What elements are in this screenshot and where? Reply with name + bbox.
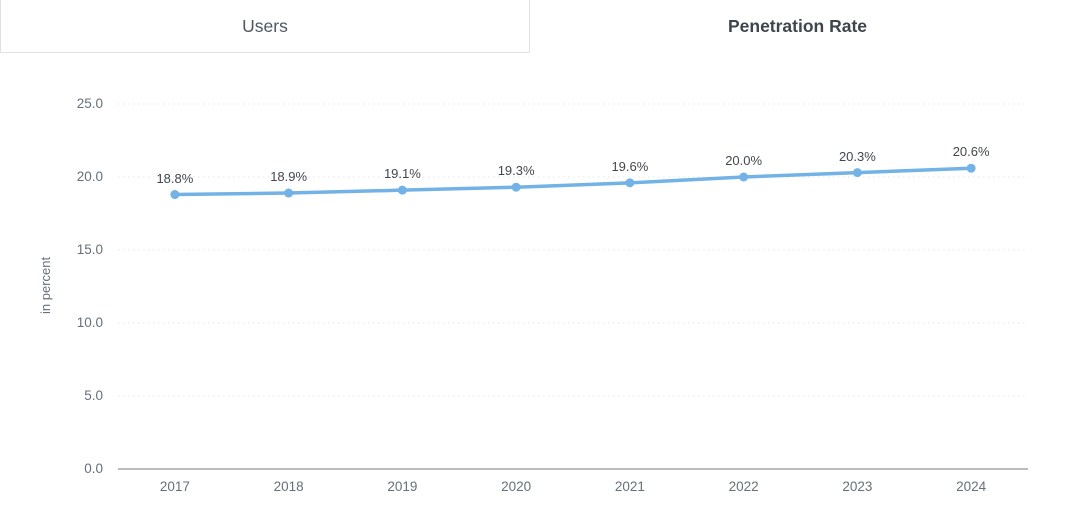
x-axis-tick-label: 2022 — [728, 479, 759, 494]
y-axis-tick-label: 20.0 — [76, 169, 103, 184]
x-axis-tick-label: 2023 — [842, 479, 873, 494]
data-point-label: 19.1% — [383, 166, 421, 182]
x-axis-tick-label: 2024 — [956, 479, 987, 494]
x-axis-tick-label: 2019 — [387, 479, 418, 494]
data-point[interactable] — [397, 185, 407, 195]
tab-penetration-rate[interactable]: Penetration Rate — [530, 0, 1065, 53]
data-point[interactable] — [170, 190, 180, 200]
tab-bar: Users Penetration Rate — [0, 0, 1065, 53]
y-axis-tick-label: 15.0 — [76, 242, 103, 257]
y-axis-tick-label: 25.0 — [76, 96, 103, 111]
data-point-label: 20.0% — [725, 153, 763, 168]
x-axis-tick-label: 2018 — [273, 479, 304, 494]
data-point-label: 20.3% — [838, 148, 876, 164]
y-axis-tick-label: 10.0 — [76, 315, 103, 330]
series-line — [173, 166, 973, 197]
data-point[interactable] — [511, 182, 521, 192]
x-axis-tick-label: 2020 — [501, 479, 532, 494]
data-point[interactable] — [625, 178, 635, 188]
x-axis-tick-label: 2021 — [614, 479, 645, 494]
data-point[interactable] — [739, 172, 749, 182]
data-point[interactable] — [966, 163, 976, 173]
line-chart-area: 0.0 5.0 10.0 15.0 20.0 25.0 18.8% 2017 18.9% 2018… — [0, 53, 1065, 505]
x-axis-tick-label: 2017 — [159, 479, 190, 494]
data-point[interactable] — [284, 188, 294, 198]
plot-canvas — [118, 103, 1028, 470]
data-point-label: 18.8% — [156, 170, 194, 186]
tab-users-label: Users — [242, 15, 288, 36]
data-point-label: 19.3% — [497, 163, 535, 179]
data-point-label: 20.6% — [952, 144, 990, 160]
y-axis-tick-label: 5.0 — [84, 388, 103, 403]
y-axis-tick-label: 0.0 — [84, 461, 103, 476]
data-point[interactable] — [852, 168, 862, 178]
tab-penetration-rate-label: Penetration Rate — [727, 16, 868, 36]
data-point-label: 19.6% — [611, 158, 649, 174]
data-point-label: 18.9% — [270, 169, 308, 185]
tab-users[interactable]: Users — [0, 0, 530, 53]
y-axis-title: in percent — [38, 256, 53, 314]
